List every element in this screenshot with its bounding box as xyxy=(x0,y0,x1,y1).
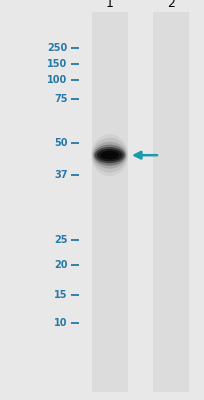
Text: 100: 100 xyxy=(47,75,67,85)
Text: 10: 10 xyxy=(54,318,67,328)
Ellipse shape xyxy=(91,134,128,176)
Ellipse shape xyxy=(100,151,118,160)
Ellipse shape xyxy=(96,149,122,162)
Ellipse shape xyxy=(92,142,126,169)
Text: 37: 37 xyxy=(54,170,67,180)
Ellipse shape xyxy=(93,145,125,166)
Text: 1: 1 xyxy=(105,0,113,10)
Text: 50: 50 xyxy=(54,138,67,148)
Text: 20: 20 xyxy=(54,260,67,270)
Ellipse shape xyxy=(91,138,127,172)
Bar xyxy=(152,12,188,392)
Text: 15: 15 xyxy=(54,290,67,300)
Text: 25: 25 xyxy=(54,235,67,245)
Text: 250: 250 xyxy=(47,43,67,53)
Bar xyxy=(91,12,127,392)
Ellipse shape xyxy=(94,147,124,163)
Text: 150: 150 xyxy=(47,59,67,69)
Text: 2: 2 xyxy=(166,0,174,10)
Text: 75: 75 xyxy=(54,94,67,104)
